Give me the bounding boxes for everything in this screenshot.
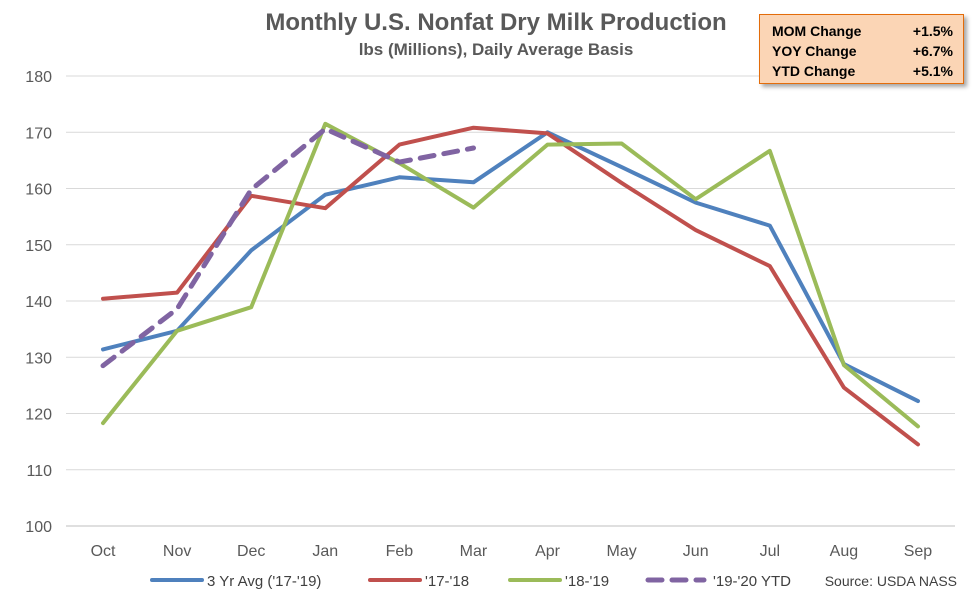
- y-tick-label: 110: [26, 463, 52, 480]
- series-line-2: [101, 125, 920, 447]
- axis-tick-labels: 100 110 120 130 140 150 160 170 180 Oct Nov Dec Jan F…: [25, 69, 932, 560]
- legend-label-2: '17-'18: [425, 573, 469, 590]
- x-tick-label: Aug: [830, 543, 858, 560]
- series-line-4: [100, 126, 476, 369]
- legend-label-3: '18-'19: [565, 573, 609, 590]
- x-tick-label: Dec: [237, 543, 265, 560]
- source-note: Source: USDA NASS: [825, 573, 957, 589]
- stats-value: +5.1%: [912, 63, 953, 79]
- x-tick-label: Feb: [386, 543, 414, 560]
- y-tick-label: 150: [25, 238, 52, 255]
- x-tick-label: Nov: [163, 543, 191, 560]
- y-tick-label: 140: [25, 294, 52, 311]
- y-tick-label: 180: [25, 69, 52, 86]
- x-tick-label: Apr: [535, 543, 561, 560]
- y-tick-label: 100: [25, 519, 52, 536]
- x-tick-label: Jan: [312, 543, 338, 560]
- stats-label: MOM Change: [772, 23, 862, 39]
- stats-value: +1.5%: [912, 23, 953, 39]
- series-lines: [100, 121, 920, 447]
- x-tick-label: May: [607, 543, 637, 560]
- x-tick-label: Jun: [683, 543, 709, 560]
- legend-label-4: '19-'20 YTD: [713, 573, 791, 590]
- legend-label-1: 3 Yr Avg ('17-'19): [207, 573, 321, 590]
- stats-label: YTD Change: [772, 63, 856, 79]
- stats-value: +6.7%: [912, 43, 953, 59]
- change-stats-box: MOM Change +1.5% YOY Change +6.7% YTD Ch…: [759, 14, 964, 84]
- series-line-1: [101, 130, 920, 404]
- stats-row-mom: MOM Change +1.5%: [772, 21, 953, 41]
- legend: 3 Yr Avg ('17-'19) '17-'18 '18-'19 '19-'20 …: [150, 573, 791, 590]
- stats-row-ytd: YTD Change +5.1%: [772, 61, 953, 81]
- chart-title: Monthly U.S. Nonfat Dry Milk Production: [265, 9, 726, 36]
- x-tick-label: Oct: [91, 543, 116, 560]
- x-tick-label: Mar: [460, 543, 488, 560]
- series-line-3: [101, 121, 920, 429]
- y-tick-label: 130: [25, 350, 52, 367]
- stats-row-yoy: YOY Change +6.7%: [772, 41, 953, 61]
- y-tick-label: 160: [25, 182, 52, 199]
- stats-label: YOY Change: [772, 43, 857, 59]
- y-tick-label: 170: [25, 125, 52, 142]
- chart-subtitle: lbs (Millions), Daily Average Basis: [359, 40, 634, 59]
- x-tick-label: Jul: [760, 543, 780, 560]
- x-tick-label: Sep: [904, 543, 933, 560]
- y-tick-label: 120: [25, 407, 52, 424]
